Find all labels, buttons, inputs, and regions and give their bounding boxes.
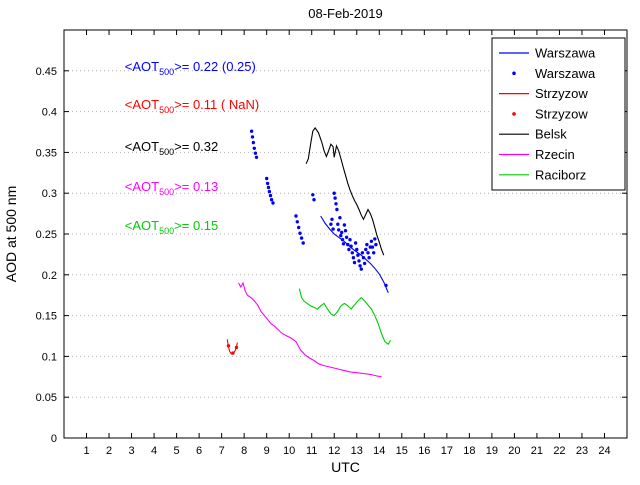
x-tick-label: 24: [598, 445, 610, 457]
legend-label: Belsk: [535, 127, 567, 142]
series-rzecin-line: [238, 281, 382, 378]
x-tick-label: 4: [151, 445, 157, 457]
y-axis-label: AOD at 500 nm: [3, 186, 19, 283]
legend-label: Strzyzow: [535, 86, 588, 101]
legend-label: Raciborz: [535, 167, 586, 182]
x-tick-label: 13: [351, 445, 363, 457]
x-tick-label: 8: [241, 445, 247, 457]
x-axis-label: UTC: [331, 459, 360, 475]
legend-entry: Strzyzow: [512, 106, 588, 121]
x-tick-label: 21: [531, 445, 543, 457]
x-tick-label: 2: [106, 445, 112, 457]
series-group: [226, 126, 391, 378]
legend-dot-sample: [512, 112, 516, 116]
legend-label: Warszawa: [535, 66, 596, 81]
y-tick-label: 0.35: [36, 147, 57, 159]
legend: Warszawa Warszawa Strzyzow Strzyzow Belsk Rze…: [491, 37, 626, 191]
axes: 1 2 3 4 5 6 7 8 9 10 11 12 13 14 15 16 17 18 19 20 21 22 23 240…: [36, 30, 627, 457]
x-tick-label: 7: [219, 445, 225, 457]
legend-label: Rzecin: [535, 147, 575, 162]
legend-entry: Warszawa: [512, 66, 596, 81]
x-tick-label: 5: [174, 445, 180, 457]
x-tick-label: 17: [441, 445, 453, 457]
chart-title: 08-Feb-2019: [308, 6, 382, 21]
legend-entry: Warszawa: [499, 46, 596, 61]
y-tick-label: 0.45: [36, 66, 57, 78]
mean-aot-annotation: <AOT500>= 0.15: [125, 218, 218, 236]
series-raciborz-line: [298, 288, 391, 346]
mean-aot-annotation: <AOT500>= 0.13: [125, 179, 218, 197]
series-warszawa-line: [320, 215, 389, 294]
y-tick-label: 0.4: [42, 107, 57, 119]
mean-aot-annotation: <AOT500>= 0.22 (0.25): [125, 59, 256, 77]
x-tick-label: 9: [264, 445, 270, 457]
mean-aot-annotation: <AOT500>= 0.11 ( NaN): [125, 97, 259, 115]
y-tick-label: 0.2: [42, 270, 57, 282]
x-tick-label: 3: [128, 445, 134, 457]
legend-label: Warszawa: [535, 46, 596, 61]
y-tick-label: 0: [51, 433, 57, 445]
x-tick-label: 14: [373, 445, 385, 457]
legend-entry: Strzyzow: [499, 86, 588, 101]
y-tick-label: 0.3: [42, 188, 57, 200]
mean-aot-annotation: <AOT500>= 0.32: [125, 139, 218, 157]
x-tick-label: 16: [418, 445, 430, 457]
y-tick-label: 0.1: [42, 351, 57, 363]
legend-entry: Belsk: [499, 127, 567, 142]
legend-dot-sample: [512, 71, 516, 76]
x-tick-label: 22: [553, 445, 565, 457]
x-tick-label: 19: [486, 445, 498, 457]
y-tick-label: 0.05: [36, 392, 57, 404]
legend-entry: Rzecin: [499, 147, 575, 162]
x-tick-label: 6: [196, 445, 202, 457]
x-tick-label: 18: [463, 445, 475, 457]
series-strzyzow-scatter: [226, 344, 239, 355]
x-tick-label: 11: [306, 445, 317, 457]
x-tick-label: 15: [396, 445, 408, 457]
x-tick-label: 12: [328, 445, 340, 457]
y-tick-label: 0.25: [36, 229, 57, 241]
series-belsk-line: [305, 126, 385, 256]
annotations: <AOT500>= 0.22 (0.25) <AOT500>= 0.11 ( Na…: [125, 59, 259, 236]
legend-label: Strzyzow: [535, 106, 588, 121]
x-tick-label: 20: [508, 445, 520, 457]
plot-box: [63, 29, 628, 439]
y-tick-label: 0.15: [36, 311, 57, 323]
x-tick-label: 10: [283, 445, 295, 457]
x-tick-label: 23: [576, 445, 588, 457]
legend-entry: Raciborz: [499, 167, 586, 182]
series-warszawa-scatter: [249, 129, 388, 288]
x-tick-label: 1: [83, 445, 89, 457]
